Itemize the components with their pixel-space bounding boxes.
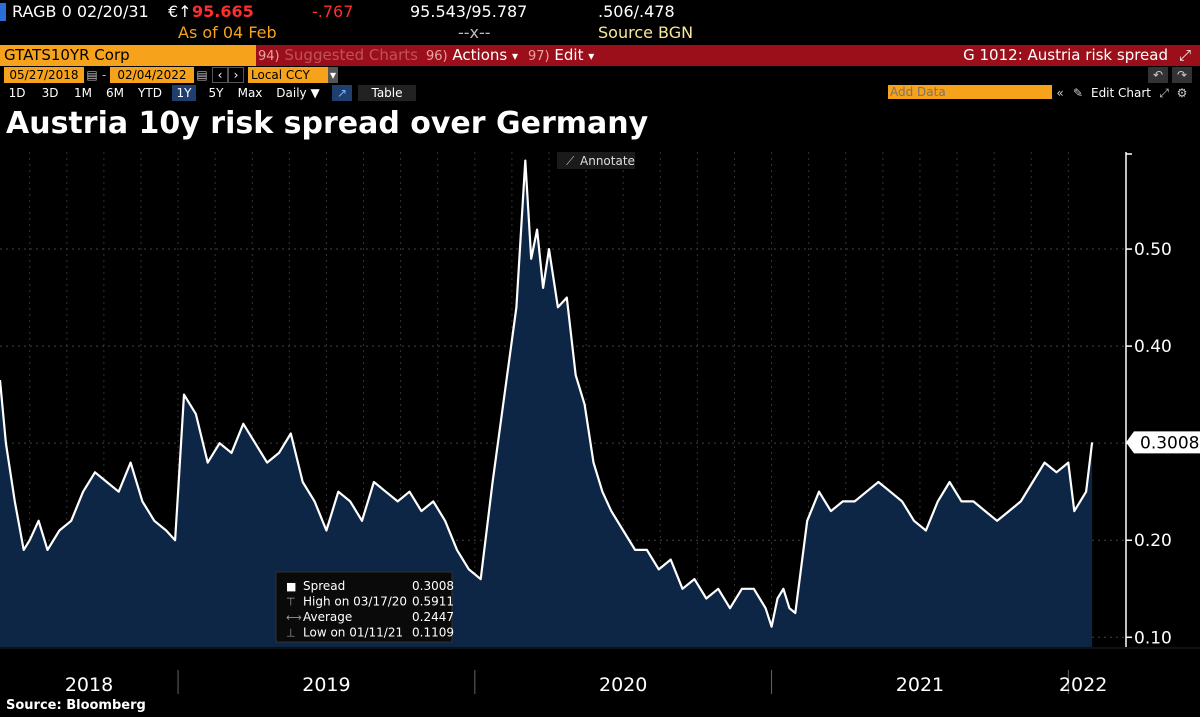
legend-label: Low on 01/11/21 [303,626,403,640]
undo-icon[interactable]: ↶ [1148,67,1168,83]
bid-ask: 95.543/95.787 [410,2,528,21]
frequency-select[interactable]: Daily ▼ [276,86,320,100]
add-data-input[interactable] [888,85,1052,99]
timeframe-1m[interactable]: 1M [74,86,92,100]
legend-value: 0.2447 [412,610,454,624]
last-value-label: 0.3008 [1126,431,1200,454]
year-label: 2019 [302,674,350,696]
timeframe-1y[interactable]: 1Y [172,85,196,101]
y-tick-label: 0.50 [1134,240,1172,260]
pencil-icon[interactable]: ✎ [1072,86,1084,100]
table-button[interactable]: Table [358,85,416,101]
x-year-labels: 2018 2019 2020 2021 2022 [0,647,1200,696]
security-field[interactable]: GTATS10YR Corp [0,45,256,66]
actions-num: 96) [426,49,448,64]
year-label: 2022 [1059,674,1107,696]
edit-num: 97) [528,49,550,64]
suggested-label: Suggested Charts [284,46,418,64]
timeframe-max[interactable]: Max [237,86,263,100]
legend-label: High on 03/17/20 [303,595,407,609]
legend-value: 0.5911 [412,595,454,609]
legend-icon: ⊥ [286,627,296,640]
spread-line [0,159,1094,628]
size: --x-- [458,23,491,42]
as-of: As of 04 Feb [178,23,277,42]
actions-label: Actions [452,46,508,64]
year-label: 2020 [599,674,647,696]
legend-value: 0.1109 [412,626,454,640]
year-label: 2018 [65,674,113,696]
y-tick-label: 0.20 [1134,531,1172,551]
last-value-tag [1126,431,1200,454]
annotate-pencil-icon: ⟋ [566,154,575,168]
timeframe-6m[interactable]: 6M [106,86,124,100]
legend-label: Average [303,610,352,624]
command-bar: GTATS10YR Corp 94) Suggested Charts 96) … [0,45,1200,66]
collapse-icon[interactable]: « [1056,86,1064,100]
edit-button[interactable]: 97) Edit ▾ [528,45,594,66]
redo-icon[interactable]: ↷ [1172,67,1192,83]
chart-title: Austria 10y risk spread over Germany [6,106,649,141]
end-calendar-icon[interactable]: ▤ [196,68,208,82]
legend: ■ Spread 0.3008 ⊤ High on 03/17/20 0.5911 ⟷ Ave… [275,571,454,643]
timeframe-5y[interactable]: 5Y [208,86,224,100]
edit-label: Edit [554,46,584,64]
ticker-symbol: RAGB 0 02/20/31 [12,2,149,21]
chart-id: G 1012: Austria risk spread [963,46,1168,64]
start-calendar-icon[interactable]: ▤ [86,68,98,82]
y-tick-label: 0.10 [1134,628,1172,648]
end-date-field[interactable]: 02/04/2022 [110,67,194,83]
next-period-icon[interactable]: › [228,67,244,83]
expand-icon[interactable]: ⤢ [1178,46,1191,64]
legend-icon: ■ [286,580,296,593]
spread-area [0,160,1093,647]
annotate-label: Annotate [580,154,635,168]
actions-button[interactable]: 96) Actions ▾ [426,45,518,66]
chart-settings-icon[interactable]: ⚙ [1176,86,1188,100]
timeframe-3d[interactable]: 3D [41,86,59,100]
actions-caret-icon: ▾ [511,49,519,63]
ticker-marker [0,3,6,21]
date-range-bar: 05/27/2018 ▤ - 02/04/2022 ▤ ‹ › Local CC… [0,66,1200,84]
suggested-num: 94) [258,49,280,64]
footer-source: Source: Bloomberg [6,698,146,713]
legend-value: 0.3008 [412,579,454,593]
spread-chart: 0.100.200.300.400.50 2018201920202021202… [0,152,1200,697]
legend-icon: ⟷ [286,611,302,624]
quote-source: Source BGN [598,23,694,42]
year-label: 2021 [896,674,944,696]
edit-chart-button[interactable]: Edit Chart [1090,86,1152,100]
legend-icon: ⊤ [286,596,296,609]
ticker-change: -.767 [312,2,354,21]
ticker-price: 95.665 [192,2,254,21]
line-chart-icon[interactable]: ↗ [332,85,352,101]
currency-select[interactable]: Local CCY [248,67,329,83]
annotate-button[interactable]: ⟋ Annotate [557,152,635,169]
prev-period-icon[interactable]: ‹ [212,67,228,83]
y-tick-label: 0.40 [1134,337,1172,357]
start-date-field[interactable]: 05/27/2018 [4,67,84,83]
edit-caret-icon: ▾ [588,49,595,63]
timeframe-bar: 1D 3D 1M 6M YTD 1Y 5Y Max Daily ▼ ↗ Table « ✎ E… [0,84,1200,102]
yields: .506/.478 [598,2,675,21]
last-value-text: 0.3008 [1140,433,1199,453]
legend-label: Spread [303,579,345,593]
currency-caret-icon[interactable]: ▾ [328,67,338,83]
date-separator: - [101,68,107,82]
suggested-charts-button[interactable]: 94) Suggested Charts [258,45,418,66]
timeframe-1d[interactable]: 1D [8,86,26,100]
timeframe-ytd[interactable]: YTD [138,86,162,100]
ticker-bar: RAGB 0 02/20/31 €↑ 95.665 -.767 95.543/9… [0,0,1200,44]
popout-icon[interactable]: ⤢ [1159,86,1169,100]
currency-arrow: €↑ [168,2,192,21]
